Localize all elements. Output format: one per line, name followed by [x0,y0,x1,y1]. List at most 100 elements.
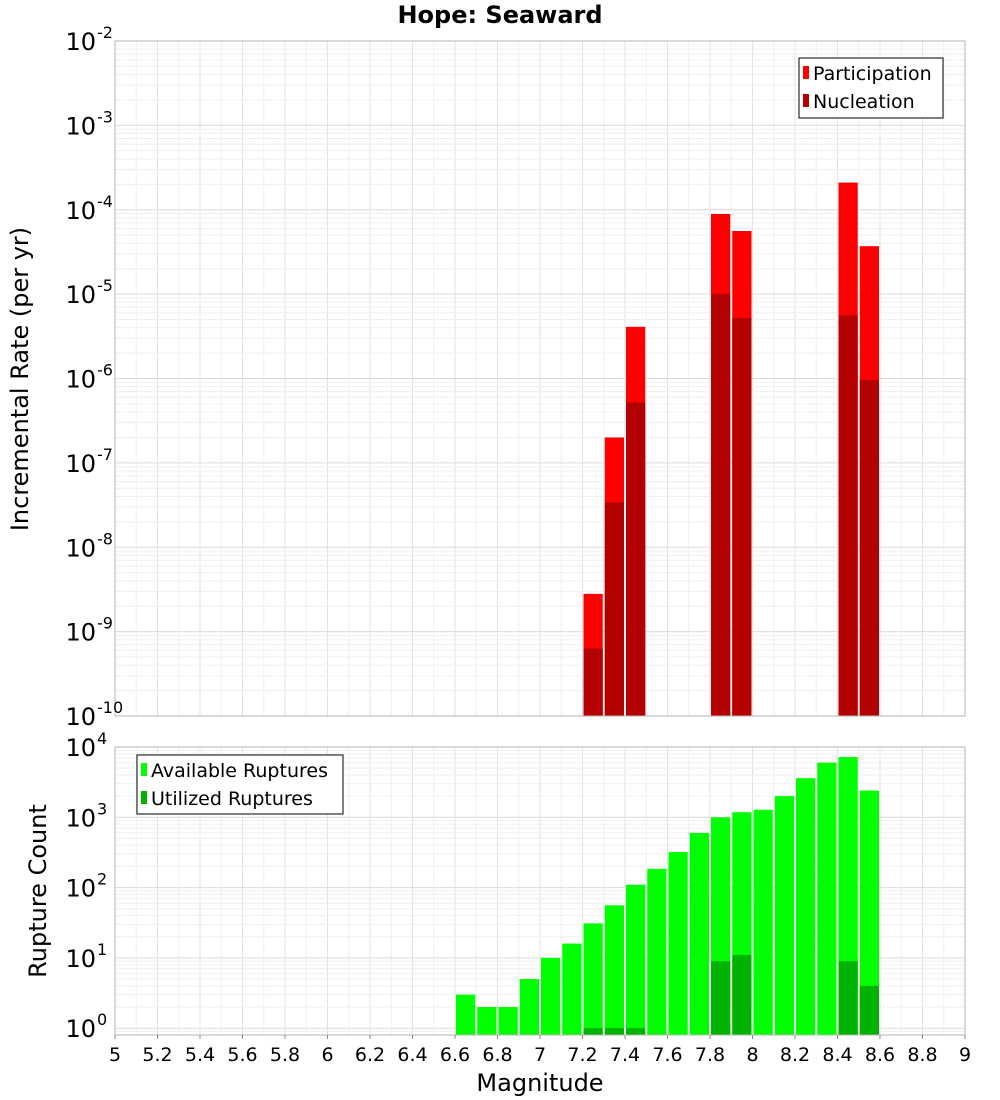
x-tick-label: 7.6 [652,1044,682,1066]
y-tick-label: 10 [65,619,96,647]
count-b-bar [838,961,858,1035]
legend-utilized-swatch [141,791,147,804]
count-a-bar [859,790,879,1035]
legend-participation-label: Participation [813,63,932,85]
legend-nucleation-swatch [803,94,809,107]
chart-title: Hope: Seaward [397,1,602,29]
x-tick-label: 6.2 [355,1044,385,1066]
y-tick-label: 10 [65,1015,96,1043]
x-tick-label: 7.4 [610,1044,640,1066]
x-tick-label: 6.4 [397,1044,427,1066]
bottom-legend: Available Ruptures Utilized Ruptures [136,754,344,815]
x-tick-label: 6.8 [482,1044,512,1066]
y-tick-exponent: 2 [97,870,107,889]
count-a-bar [498,1007,518,1035]
y-tick-exponent: -3 [97,107,113,126]
y-tick-label: 10 [65,734,96,762]
legend-utilized-label: Utilized Ruptures [151,788,313,810]
rate-b-bar [711,294,731,716]
y-tick-exponent: 4 [97,729,107,748]
rate-b-bar [626,402,646,716]
top-plot-frame [114,40,966,717]
rate-b-bar [859,379,879,716]
x-tick-label: 6 [321,1044,333,1066]
x-tick-label: 5 [109,1044,121,1066]
y-tick-label: 10 [65,703,96,731]
x-tick-label: 5.2 [142,1044,172,1066]
count-a-bar [456,994,476,1035]
count-a-bar [519,979,539,1035]
x-tick-label: 6.6 [440,1044,470,1066]
x-tick-label: 5.6 [227,1044,257,1066]
count-a-bar [541,957,561,1035]
x-tick-label: 7.2 [567,1044,597,1066]
top-bars [583,182,879,717]
x-tick-label: 8.8 [907,1044,937,1066]
y-tick-label: 10 [65,366,96,394]
count-b-bar [583,1028,603,1035]
legend-available-label: Available Ruptures [151,760,328,782]
y-tick-label: 10 [65,804,96,832]
count-b-bar [711,961,731,1035]
top-grid [114,41,966,717]
rate-b-bar [732,318,752,716]
y-tick-exponent: -2 [97,23,113,42]
y-tick-exponent: 3 [97,799,107,818]
x-tick-label: 9 [959,1044,971,1066]
count-a-bar [689,832,709,1035]
y-tick-exponent: -6 [97,361,113,380]
x-tick-label: 7 [534,1044,546,1066]
top-legend-box [798,57,944,119]
legend-available-swatch [141,763,147,776]
y-tick-label: 10 [65,534,96,562]
rate-b-bar [604,502,624,716]
count-b-bar [859,985,879,1035]
y-tick-label: 10 [65,112,96,140]
count-a-bar [774,796,794,1035]
x-axis-label: Magnitude [476,1069,603,1097]
y-tick-exponent: -5 [97,276,113,295]
x-tick-label: 8.2 [780,1044,810,1066]
x-tick-label: 8 [746,1044,758,1066]
count-a-bar [477,1007,497,1035]
bottom-bars [456,757,879,1035]
top-y-axis-label: Incremental Rate (per yr) [6,227,34,531]
legend-nucleation-label: Nucleation [813,91,915,113]
y-tick-exponent: 0 [97,1010,107,1029]
count-a-bar [647,868,667,1035]
y-tick-label: 10 [65,875,96,903]
x-ticks: 5 5.2 5.4 5.6 5.8 6 6.2 6.4 6.6 6.8 7 7.2 7.4 7.6 7.8 8… [109,1035,971,1066]
count-a-bar [562,943,582,1035]
y-tick-exponent: -9 [97,614,113,633]
y-tick-label: 10 [65,281,96,309]
x-tick-label: 5.8 [270,1044,300,1066]
x-tick-label: 8.6 [865,1044,895,1066]
count-a-bar [796,778,816,1035]
y-tick-exponent: -8 [97,529,113,548]
y-tick-label: 10 [65,28,96,56]
count-b-bar [732,954,752,1035]
y-tick-label: 10 [65,450,96,478]
y-tick-exponent: 1 [97,940,107,959]
top-legend: Participation Nucleation [798,57,944,119]
count-a-bar [753,809,773,1035]
rate-b-bar [583,648,603,716]
count-a-bar [583,923,603,1035]
count-b-bar [604,1028,624,1035]
x-tick-label: 5.4 [185,1044,215,1066]
y-tick-label: 10 [65,945,96,973]
count-a-bar [604,905,624,1035]
x-tick-label: 8.4 [822,1044,852,1066]
count-b-bar [626,1028,646,1035]
count-a-bar [626,884,646,1035]
rate-b-bar [838,315,858,716]
y-tick-label: 10 [65,197,96,225]
bottom-legend-box [136,754,344,815]
y-tick-exponent: -10 [97,698,123,717]
x-tick-label: 7.8 [695,1044,725,1066]
